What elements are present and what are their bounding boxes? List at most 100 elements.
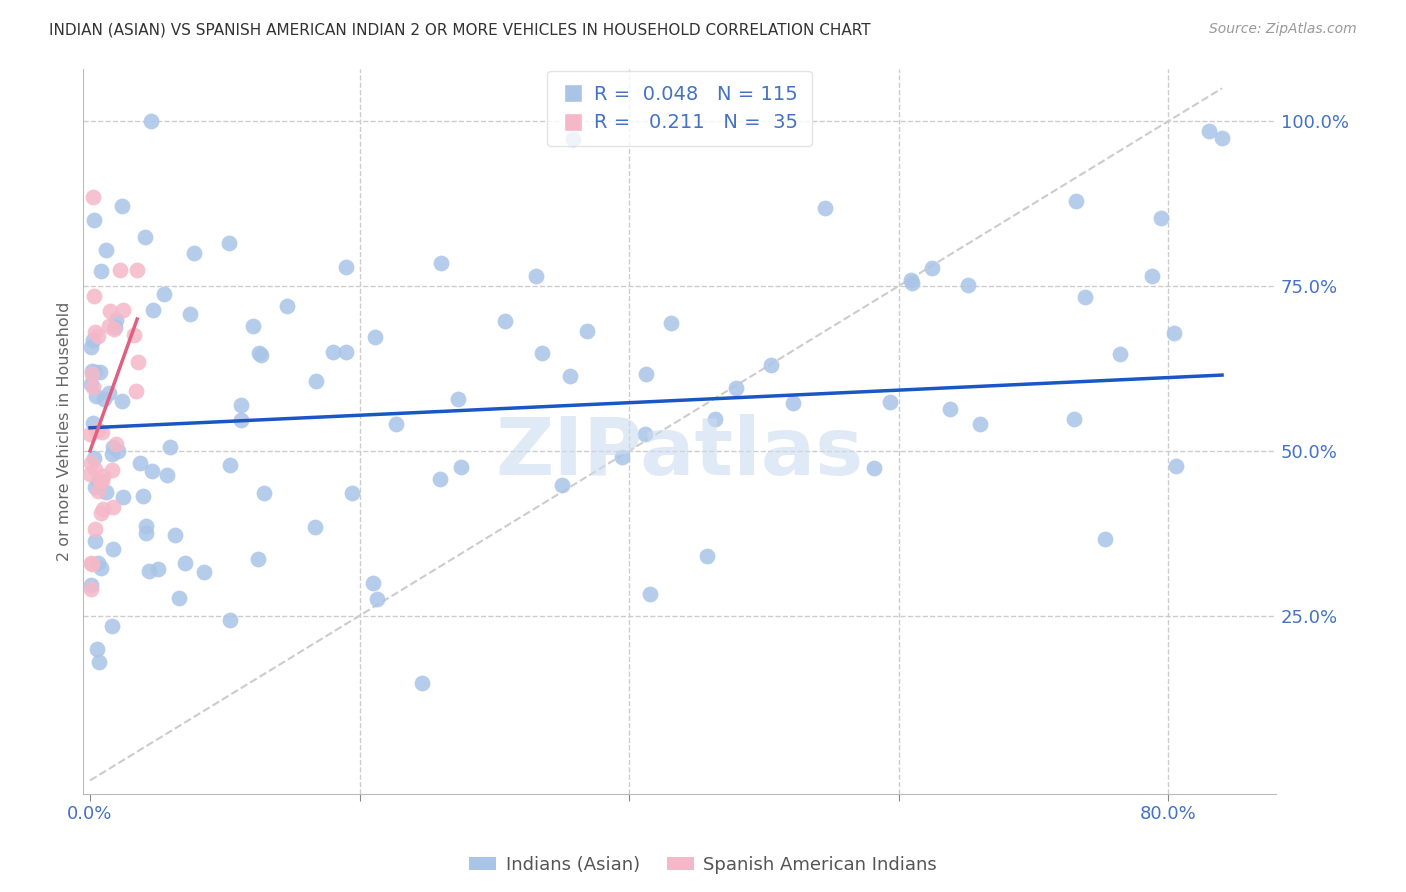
Point	[659, 316, 682, 330]
Point	[90, 507, 112, 521]
Point	[84, 480, 107, 494]
Point	[879, 395, 901, 409]
Point	[250, 349, 273, 363]
Point	[447, 392, 470, 407]
Point	[249, 346, 271, 360]
Point	[80, 376, 103, 391]
Point	[80, 556, 103, 570]
Point	[132, 489, 155, 503]
Point	[89, 474, 111, 488]
Point	[91, 468, 114, 483]
Point	[111, 490, 134, 504]
Point	[111, 302, 134, 317]
Point	[429, 472, 451, 486]
Point	[361, 576, 384, 591]
Point	[1064, 194, 1087, 208]
Point	[83, 289, 105, 303]
Point	[863, 461, 886, 475]
Point	[142, 303, 165, 318]
Point	[87, 328, 110, 343]
Point	[173, 556, 195, 570]
Point	[1108, 347, 1130, 361]
Text: INDIAN (ASIAN) VS SPANISH AMERICAN INDIAN 2 OR MORE VEHICLES IN HOUSEHOLD CORREL: INDIAN (ASIAN) VS SPANISH AMERICAN INDIA…	[49, 22, 870, 37]
Point	[167, 591, 190, 605]
Point	[219, 614, 242, 628]
Point	[84, 325, 107, 339]
Point	[524, 268, 547, 283]
Point	[80, 341, 103, 355]
Point	[127, 355, 149, 369]
Point	[82, 190, 104, 204]
Point	[696, 549, 718, 563]
Point	[101, 542, 124, 557]
Point	[93, 392, 115, 407]
Point	[80, 582, 103, 597]
Point	[494, 314, 516, 328]
Point	[87, 474, 110, 488]
Point	[634, 368, 657, 382]
Point	[82, 557, 104, 571]
Point	[1073, 290, 1095, 304]
Point	[101, 500, 124, 514]
Point	[1166, 459, 1188, 474]
Point	[530, 346, 553, 360]
Point	[80, 456, 103, 470]
Point	[82, 364, 104, 378]
Point	[87, 483, 110, 498]
Point	[1163, 326, 1185, 341]
Point	[253, 485, 276, 500]
Point	[152, 286, 174, 301]
Point	[1142, 269, 1164, 284]
Point	[83, 522, 105, 536]
Point	[111, 199, 134, 213]
Point	[938, 402, 960, 417]
Point	[335, 345, 357, 359]
Point	[80, 578, 103, 592]
Point	[1063, 412, 1085, 426]
Point	[561, 131, 583, 145]
Point	[759, 358, 782, 372]
Point	[107, 444, 129, 458]
Point	[82, 417, 104, 431]
Point	[79, 426, 101, 441]
Point	[218, 235, 240, 250]
Point	[125, 384, 148, 398]
Point	[638, 587, 661, 601]
Point	[956, 278, 979, 293]
Point	[335, 260, 357, 275]
Point	[551, 478, 574, 492]
Point	[141, 114, 163, 128]
Point	[430, 256, 453, 270]
Point	[122, 327, 145, 342]
Point	[900, 273, 922, 287]
Point	[276, 299, 298, 313]
Point	[1150, 211, 1173, 225]
Point	[98, 385, 121, 400]
Point	[1094, 532, 1116, 546]
Point	[87, 557, 110, 571]
Point	[634, 427, 657, 442]
Point	[782, 395, 804, 409]
Point	[450, 459, 472, 474]
Point	[304, 520, 326, 534]
Point	[229, 398, 252, 412]
Point	[84, 424, 107, 438]
Point	[183, 246, 205, 260]
Point	[86, 641, 108, 656]
Point	[97, 319, 120, 334]
Point	[921, 260, 943, 275]
Point	[814, 201, 837, 215]
Point	[322, 345, 344, 359]
Point	[1211, 130, 1233, 145]
Y-axis label: 2 or more Vehicles in Household: 2 or more Vehicles in Household	[58, 301, 72, 561]
Point	[134, 230, 156, 244]
Point	[366, 592, 388, 607]
Point	[87, 423, 110, 437]
Point	[193, 565, 215, 579]
Point	[82, 380, 104, 394]
Point	[129, 456, 152, 470]
Point	[82, 334, 104, 348]
Point	[156, 467, 179, 482]
Legend: R =  0.048   N = 115, R =   0.211   N =  35: R = 0.048 N = 115, R = 0.211 N = 35	[547, 71, 811, 146]
Point	[141, 464, 163, 478]
